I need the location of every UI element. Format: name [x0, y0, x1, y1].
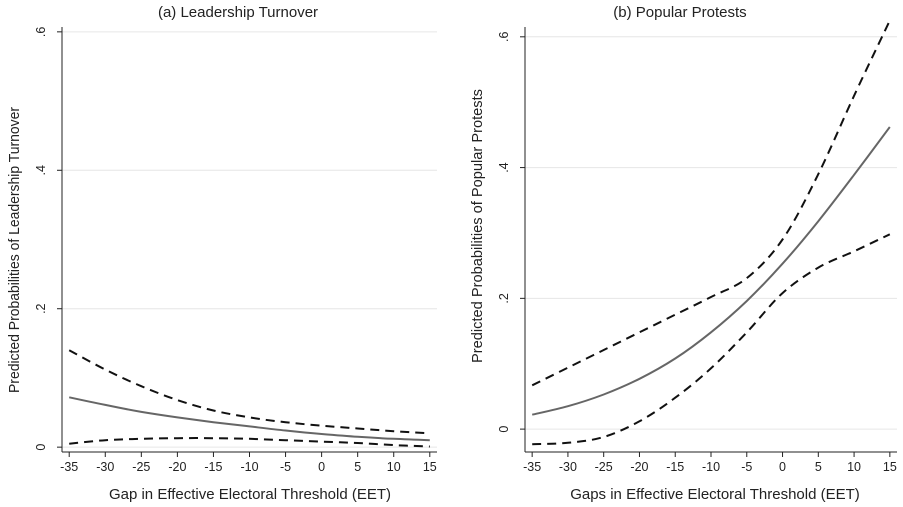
x-tick-label: 10	[847, 460, 861, 474]
x-tick-label: -5	[741, 460, 752, 474]
x-axis-title: Gap in Effective Electoral Threshold (EE…	[109, 486, 391, 503]
x-tick-label: -10	[702, 460, 720, 474]
x-tick-label: -20	[168, 460, 186, 474]
x-tick-label: -25	[595, 460, 613, 474]
x-axis-title: Gaps in Effective Electoral Threshold (E…	[570, 486, 860, 503]
y-tick-label: 0	[497, 426, 511, 433]
x-tick-label: -35	[523, 460, 541, 474]
y-tick-label: .4	[497, 162, 511, 172]
y-tick-label: .2	[34, 303, 48, 313]
x-tick-label: 15	[883, 460, 897, 474]
lower-ci-line	[532, 233, 891, 446]
upper-ci-line	[68, 349, 430, 435]
x-tick-label: -15	[204, 460, 222, 474]
x-tick-label: -35	[60, 460, 78, 474]
x-tick-label: -20	[630, 460, 648, 474]
predicted-line	[531, 126, 891, 416]
y-tick-label: .6	[497, 32, 511, 42]
lower-ci-line	[69, 437, 430, 448]
panel-popular-protests: 0 .2 .4 .6 -35 -30 -25 -20 -15 -10 -5 0 5 10 15 (b) Pop…	[469, 4, 897, 503]
panel-leadership-turnover: 0 .2 .4 .6 -35 -30 -25 -20 -15 -10 -5 0 5 10 15 (a) Lea…	[6, 4, 437, 503]
y-axis-title: Predicted Probabilities of Popular Prote…	[469, 89, 486, 363]
x-tick-label: -5	[280, 460, 291, 474]
x-tick-label: -30	[559, 460, 577, 474]
x-tick-label: -25	[132, 460, 150, 474]
panel-title: (b) Popular Protests	[613, 4, 746, 21]
panel-title: (a) Leadership Turnover	[158, 4, 318, 21]
x-tick-label: 15	[423, 460, 437, 474]
y-tick-label: .6	[34, 27, 48, 37]
predicted-line	[68, 396, 430, 442]
x-tick-label: -15	[666, 460, 684, 474]
x-tick-label: 5	[354, 460, 361, 474]
x-tick-label: -30	[96, 460, 114, 474]
x-tick-label: 0	[318, 460, 325, 474]
x-tick-label: 0	[779, 460, 786, 474]
y-axis-title: Predicted Probabilities of Leadership Tu…	[6, 107, 23, 393]
x-tick-label: -10	[240, 460, 258, 474]
y-tick-label: .2	[497, 293, 511, 303]
upper-ci-line	[531, 20, 891, 387]
y-tick-label: 0	[34, 444, 48, 451]
x-tick-label: 5	[815, 460, 822, 474]
x-tick-label: 10	[387, 460, 401, 474]
y-tick-label: .4	[34, 165, 48, 175]
